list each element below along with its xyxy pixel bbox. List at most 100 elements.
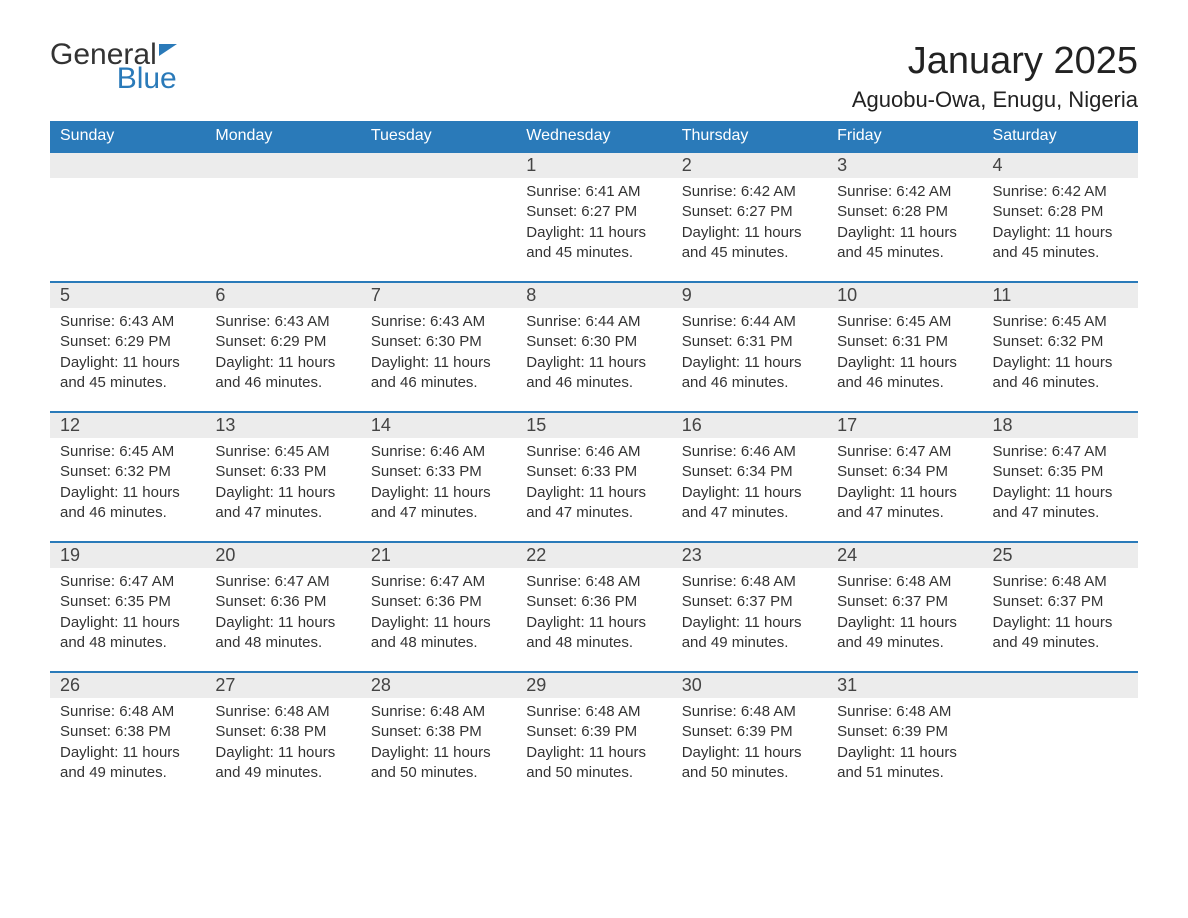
day-cell: 19Sunrise: 6:47 AMSunset: 6:35 PMDayligh… (50, 542, 205, 672)
sunrise-text: Sunrise: 6:43 AM (215, 312, 350, 332)
day-number: 2 (672, 153, 827, 178)
sunset-text: Sunset: 6:36 PM (371, 592, 506, 612)
daylight-text: Daylight: 11 hours and 45 minutes. (526, 223, 661, 264)
day-number (983, 673, 1138, 698)
day-cell: 16Sunrise: 6:46 AMSunset: 6:34 PMDayligh… (672, 412, 827, 542)
day-number: 15 (516, 413, 671, 438)
daylight-text: Daylight: 11 hours and 46 minutes. (215, 353, 350, 394)
sunrise-text: Sunrise: 6:48 AM (682, 572, 817, 592)
sunrise-text: Sunrise: 6:46 AM (371, 442, 506, 462)
day-cell: 13Sunrise: 6:45 AMSunset: 6:33 PMDayligh… (205, 412, 360, 542)
day-cell: 29 Sunrise: 6:48 AMSunset: 6:39 PMDayligh… (516, 672, 671, 802)
sunset-text: Sunset: 6:37 PM (837, 592, 972, 612)
day-number: 8 (516, 283, 671, 308)
weekday-header: Tuesday (361, 121, 516, 152)
sunset-text: Sunset: 6:35 PM (60, 592, 195, 612)
day-cell: 8 Sunrise: 6:44 AMSunset: 6:30 PMDaylight… (516, 282, 671, 412)
sunset-text: Sunset: 6:38 PM (371, 722, 506, 742)
logo-arrow-icon (159, 44, 177, 56)
day-number: 11 (983, 283, 1138, 308)
day-cell: 11Sunrise: 6:45 AMSunset: 6:32 PMDayligh… (983, 282, 1138, 412)
day-cell: 17Sunrise: 6:47 AMSunset: 6:34 PMDayligh… (827, 412, 982, 542)
day-cell: 26Sunrise: 6:48 AMSunset: 6:38 PMDayligh… (50, 672, 205, 802)
day-number: 19 (50, 543, 205, 568)
sunset-text: Sunset: 6:31 PM (682, 332, 817, 352)
day-content: Sunrise: 6:48 AMSunset: 6:38 PMDaylight:… (50, 698, 205, 791)
sunset-text: Sunset: 6:37 PM (682, 592, 817, 612)
sunset-text: Sunset: 6:33 PM (526, 462, 661, 482)
daylight-text: Daylight: 11 hours and 50 minutes. (371, 743, 506, 784)
day-cell: 21Sunrise: 6:47 AMSunset: 6:36 PMDayligh… (361, 542, 516, 672)
day-number: 21 (361, 543, 516, 568)
day-content: Sunrise: 6:43 AMSunset: 6:29 PMDaylight:… (205, 308, 360, 401)
sunset-text: Sunset: 6:30 PM (526, 332, 661, 352)
day-cell: 6Sunrise: 6:43 AMSunset: 6:29 PMDaylight… (205, 282, 360, 412)
day-cell: 5Sunrise: 6:43 AMSunset: 6:29 PMDaylight… (50, 282, 205, 412)
day-number: 18 (983, 413, 1138, 438)
daylight-text: Daylight: 11 hours and 46 minutes. (837, 353, 972, 394)
logo-blue: Blue (117, 62, 177, 95)
day-content: Sunrise: 6:46 AMSunset: 6:33 PMDaylight:… (516, 438, 671, 531)
day-content: Sunrise: 6:44 AMSunset: 6:31 PMDaylight:… (672, 308, 827, 401)
day-number: 26 (50, 673, 205, 698)
sunrise-text: Sunrise: 6:45 AM (837, 312, 972, 332)
sunrise-text: Sunrise: 6:44 AM (526, 312, 661, 332)
sunrise-text: Sunrise: 6:47 AM (837, 442, 972, 462)
day-content: Sunrise: 6:48 AMSunset: 6:38 PMDaylight:… (361, 698, 516, 791)
sunset-text: Sunset: 6:32 PM (60, 462, 195, 482)
day-content: Sunrise: 6:48 AMSunset: 6:36 PMDaylight:… (516, 568, 671, 661)
day-content: Sunrise: 6:47 AMSunset: 6:35 PMDaylight:… (983, 438, 1138, 531)
day-number: 20 (205, 543, 360, 568)
day-content: Sunrise: 6:42 AMSunset: 6:27 PMDaylight:… (672, 178, 827, 271)
daylight-text: Daylight: 11 hours and 48 minutes. (215, 613, 350, 654)
day-content: Sunrise: 6:46 AMSunset: 6:33 PMDaylight:… (361, 438, 516, 531)
daylight-text: Daylight: 11 hours and 49 minutes. (60, 743, 195, 784)
day-content: Sunrise: 6:48 AMSunset: 6:39 PMDaylight:… (672, 698, 827, 791)
daylight-text: Daylight: 11 hours and 47 minutes. (371, 483, 506, 524)
day-number (50, 153, 205, 178)
day-number: 9 (672, 283, 827, 308)
daylight-text: Daylight: 11 hours and 45 minutes. (837, 223, 972, 264)
daylight-text: Daylight: 11 hours and 50 minutes. (526, 743, 661, 784)
daylight-text: Daylight: 11 hours and 47 minutes. (215, 483, 350, 524)
week-row: 1Sunrise: 6:41 AMSunset: 6:27 PMDaylight… (50, 152, 1138, 282)
sunset-text: Sunset: 6:28 PM (837, 202, 972, 222)
daylight-text: Daylight: 11 hours and 49 minutes. (993, 613, 1128, 654)
day-number: 6 (205, 283, 360, 308)
day-number (205, 153, 360, 178)
weekday-header: Monday (205, 121, 360, 152)
sunset-text: Sunset: 6:39 PM (526, 722, 661, 742)
sunset-text: Sunset: 6:31 PM (837, 332, 972, 352)
day-number: 4 (983, 153, 1138, 178)
sunrise-text: Sunrise: 6:48 AM (526, 702, 661, 722)
day-content: Sunrise: 6:41 AMSunset: 6:27 PMDaylight:… (516, 178, 671, 271)
sunrise-text: Sunrise: 6:43 AM (371, 312, 506, 332)
sunrise-text: Sunrise: 6:45 AM (215, 442, 350, 462)
daylight-text: Daylight: 11 hours and 46 minutes. (526, 353, 661, 394)
sunrise-text: Sunrise: 6:48 AM (837, 572, 972, 592)
day-cell: 25Sunrise: 6:48 AMSunset: 6:37 PMDayligh… (983, 542, 1138, 672)
sunrise-text: Sunrise: 6:42 AM (837, 182, 972, 202)
day-content: Sunrise: 6:46 AMSunset: 6:34 PMDaylight:… (672, 438, 827, 531)
daylight-text: Daylight: 11 hours and 49 minutes. (682, 613, 817, 654)
logo-text: General Blue (50, 40, 177, 94)
daylight-text: Daylight: 11 hours and 46 minutes. (682, 353, 817, 394)
day-number: 10 (827, 283, 982, 308)
sunrise-text: Sunrise: 6:45 AM (993, 312, 1128, 332)
day-cell: 3Sunrise: 6:42 AMSunset: 6:28 PMDaylight… (827, 152, 982, 282)
daylight-text: Daylight: 11 hours and 47 minutes. (526, 483, 661, 524)
sunset-text: Sunset: 6:30 PM (371, 332, 506, 352)
logo: General Blue (50, 40, 177, 94)
day-number: 29 (516, 673, 671, 698)
day-number: 31 (827, 673, 982, 698)
sunrise-text: Sunrise: 6:46 AM (526, 442, 661, 462)
sunrise-text: Sunrise: 6:47 AM (60, 572, 195, 592)
day-number: 14 (361, 413, 516, 438)
daylight-text: Daylight: 11 hours and 45 minutes. (60, 353, 195, 394)
sunrise-text: Sunrise: 6:47 AM (993, 442, 1128, 462)
day-cell: 9Sunrise: 6:44 AMSunset: 6:31 PMDaylight… (672, 282, 827, 412)
day-cell: 27Sunrise: 6:48 AMSunset: 6:38 PMDayligh… (205, 672, 360, 802)
sunset-text: Sunset: 6:39 PM (682, 722, 817, 742)
daylight-text: Daylight: 11 hours and 46 minutes. (371, 353, 506, 394)
sunrise-text: Sunrise: 6:48 AM (682, 702, 817, 722)
